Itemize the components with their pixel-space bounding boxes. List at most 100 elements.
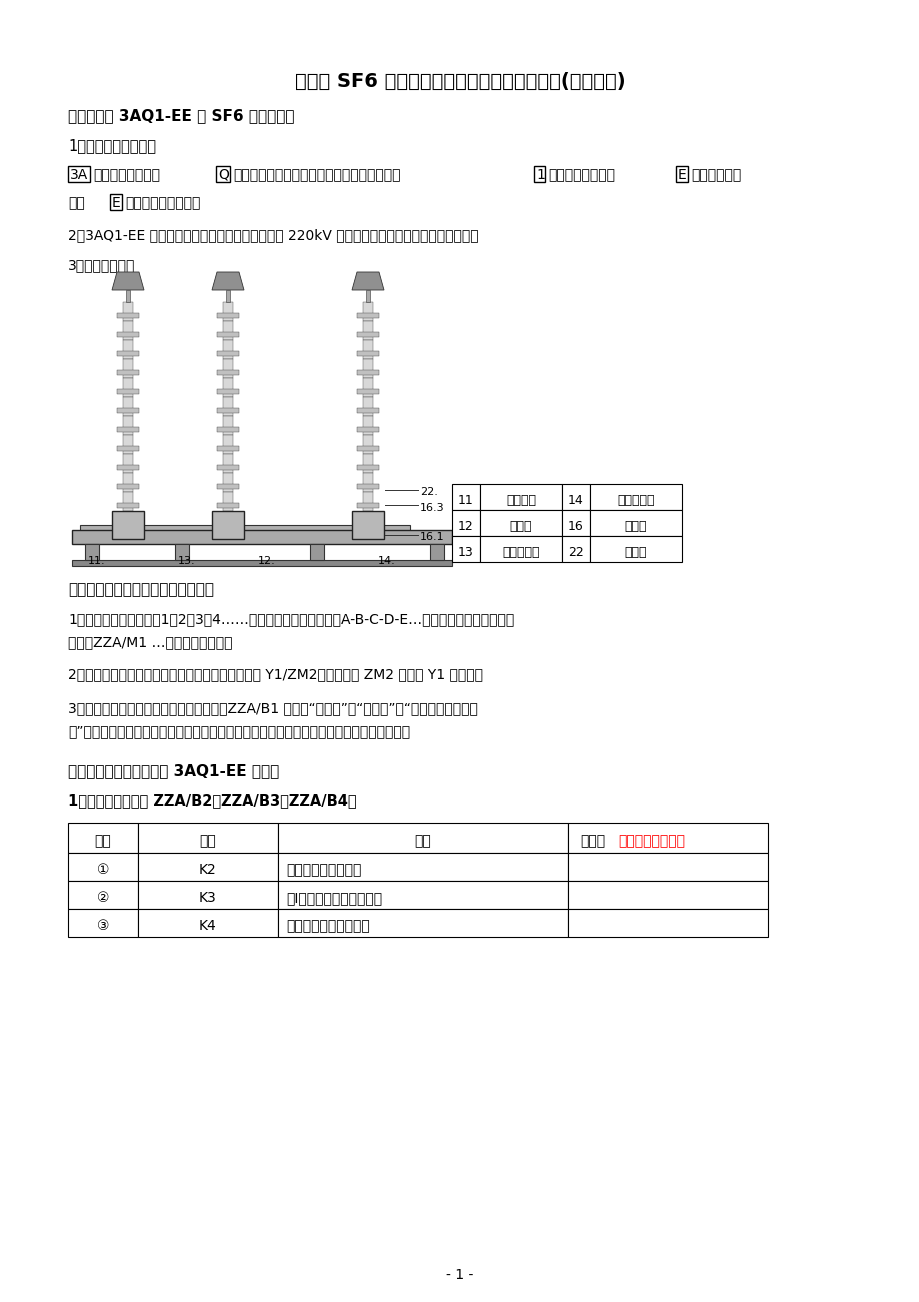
Text: 1、图纸中注意横坐标（1－2－3－4……，图纸顶部）、纵坐标（A-B-C-D-E…，图纸左侧）、本页图纸: 1、图纸中注意横坐标（1－2－3－4……，图纸顶部）、纵坐标（A-B-C-D-E… <box>68 612 514 626</box>
Text: K4: K4 <box>199 919 217 934</box>
Bar <box>366 290 369 302</box>
Bar <box>222 322 233 340</box>
Bar <box>310 544 323 560</box>
Text: 11: 11 <box>458 493 473 506</box>
Bar <box>117 447 139 450</box>
Bar <box>68 823 138 853</box>
Bar <box>222 454 233 473</box>
Text: 22.: 22. <box>420 487 437 497</box>
Bar <box>123 417 133 435</box>
Text: 22: 22 <box>568 546 584 559</box>
Bar <box>278 909 567 937</box>
Bar <box>123 378 133 397</box>
Bar <box>363 378 372 397</box>
Bar <box>226 290 230 302</box>
Text: 3A: 3A <box>70 168 88 182</box>
Bar <box>123 397 133 417</box>
Bar <box>175 544 188 560</box>
Bar <box>217 484 239 490</box>
Text: 构；: 构； <box>68 197 85 210</box>
Bar <box>112 510 144 539</box>
Bar <box>217 352 239 355</box>
Text: 油压合闸闭锁继电器: 油压合闸闭锁继电器 <box>286 863 361 878</box>
Polygon shape <box>352 272 383 290</box>
Bar <box>567 853 767 881</box>
Bar <box>80 525 410 533</box>
Bar <box>217 332 239 337</box>
Bar <box>117 332 139 337</box>
Text: 功能（: 功能（ <box>579 835 605 848</box>
Text: 编号: 编号 <box>199 835 216 848</box>
Bar <box>72 560 451 566</box>
Bar <box>480 536 562 562</box>
Bar <box>357 427 379 432</box>
Text: K2: K2 <box>199 863 217 878</box>
Bar <box>357 332 379 337</box>
Text: 络缘子: 络缘子 <box>624 519 647 533</box>
Text: 序号: 序号 <box>95 835 111 848</box>
Text: 3、看图前注意图纸中所标明的设备状态（ZZA/B1 中说明“无电压”、“无压力”、“断路器处于分闸状: 3、看图前注意图纸中所标明的设备状态（ZZA/B1 中说明“无电压”、“无压力”… <box>68 700 477 715</box>
Bar <box>72 530 451 544</box>
Text: ：三相交流断路器: ：三相交流断路器 <box>93 168 160 182</box>
Bar <box>562 536 589 562</box>
Bar <box>211 510 244 539</box>
Bar <box>357 408 379 413</box>
Text: ：单极柱单断口；: ：单极柱单断口； <box>548 168 614 182</box>
Bar <box>278 881 567 909</box>
Bar <box>562 510 589 536</box>
Text: 培训过程中掌据）: 培训过程中掌据） <box>618 835 685 848</box>
Bar <box>357 484 379 490</box>
Bar <box>480 484 562 510</box>
Bar <box>222 492 233 510</box>
Text: - 1 -: - 1 - <box>446 1268 473 1282</box>
Bar <box>117 389 139 395</box>
Bar <box>68 881 138 909</box>
Text: 16.1: 16.1 <box>420 533 444 542</box>
Bar <box>363 322 372 340</box>
Text: 12.: 12. <box>257 556 276 566</box>
Bar <box>217 312 239 318</box>
Bar <box>85 544 99 560</box>
Bar <box>68 165 90 182</box>
Text: 控制筱: 控制筱 <box>509 519 532 533</box>
Bar <box>117 503 139 508</box>
Text: 开关基架: 开关基架 <box>505 493 536 506</box>
Bar <box>675 165 687 182</box>
Bar <box>123 340 133 359</box>
Bar <box>126 290 130 302</box>
Bar <box>216 165 230 182</box>
Text: ：三周波开断；（定开距气吹石墨噴嘴灬弧）: ：三周波开断；（定开距气吹石墨噴嘴灬弧） <box>233 168 400 182</box>
Text: 2、3AQ1-EE 型因其具有分相操作功能，一般用于 220kV 线路间隔中。（满足分相重合功能）。: 2、3AQ1-EE 型因其具有分相操作功能，一般用于 220kV 线路间隔中。（… <box>68 228 478 242</box>
Text: E: E <box>677 168 686 182</box>
Bar <box>363 454 372 473</box>
Text: ：可分相或三相操作: ：可分相或三相操作 <box>125 197 200 210</box>
Bar <box>123 359 133 378</box>
Bar <box>357 389 379 395</box>
Bar <box>589 510 681 536</box>
Text: 16: 16 <box>568 519 584 533</box>
Text: 第Ⅰ组油压分闸闭锁继电器: 第Ⅰ组油压分闸闭锁继电器 <box>286 891 381 905</box>
Bar <box>363 435 372 454</box>
Bar <box>429 544 444 560</box>
Text: ：液压操作机: ：液压操作机 <box>690 168 741 182</box>
Bar <box>123 492 133 510</box>
Text: 西门子 SF6 高压断路器（液压机构）培训资料(二次回路): 西门子 SF6 高压断路器（液压机构）培训资料(二次回路) <box>294 72 625 91</box>
Text: 编号（ZZA/M1 …，图纸右下侧）。: 编号（ZZA/M1 …，图纸右下侧）。 <box>68 635 233 648</box>
Bar <box>562 484 589 510</box>
Bar <box>123 322 133 340</box>
Bar <box>217 370 239 375</box>
Bar <box>363 397 372 417</box>
Bar <box>117 408 139 413</box>
Polygon shape <box>211 272 244 290</box>
Bar <box>357 370 379 375</box>
Bar <box>363 473 372 492</box>
Text: E: E <box>112 197 120 210</box>
Text: 名称: 名称 <box>414 835 431 848</box>
Bar <box>363 302 372 322</box>
Bar <box>117 465 139 470</box>
Bar <box>138 823 278 853</box>
Bar <box>222 417 233 435</box>
Text: 灬弧室: 灬弧室 <box>624 546 647 559</box>
Text: 1、型号所代表的含义: 1、型号所代表的含义 <box>68 138 156 154</box>
Bar <box>567 823 767 853</box>
